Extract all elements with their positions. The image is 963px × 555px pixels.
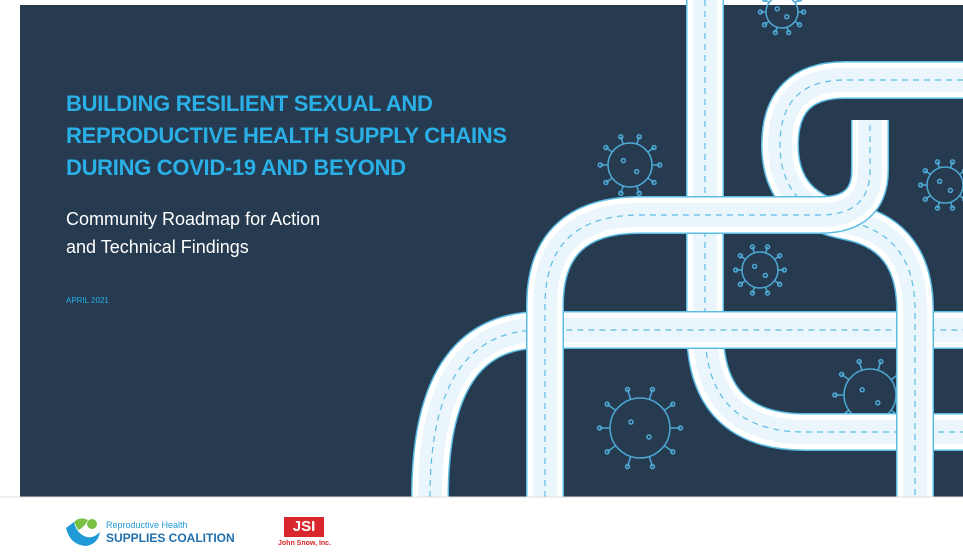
cover-art — [0, 0, 963, 555]
rhsc-icon — [66, 518, 100, 546]
title-line: BUILDING RESILIENT SEXUAL AND — [66, 88, 433, 120]
subtitle-line: and Technical Findings — [66, 233, 249, 261]
logo-text: John Snow, Inc. — [278, 540, 331, 547]
title-line: REPRODUCTIVE HEALTH SUPPLY CHAINS — [66, 120, 507, 152]
cover-page: BUILDING RESILIENT SEXUAL AND REPRODUCTI… — [0, 0, 963, 555]
logo-text: Reproductive Health — [106, 520, 188, 530]
subtitle-line: Community Roadmap for Action — [66, 205, 320, 233]
logo-text: SUPPLIES COALITION — [106, 531, 235, 545]
date: APRIL 2021 — [66, 296, 109, 305]
title-line: DURING COVID-19 AND BEYOND — [66, 152, 406, 184]
logo-text: JSI — [284, 518, 324, 535]
